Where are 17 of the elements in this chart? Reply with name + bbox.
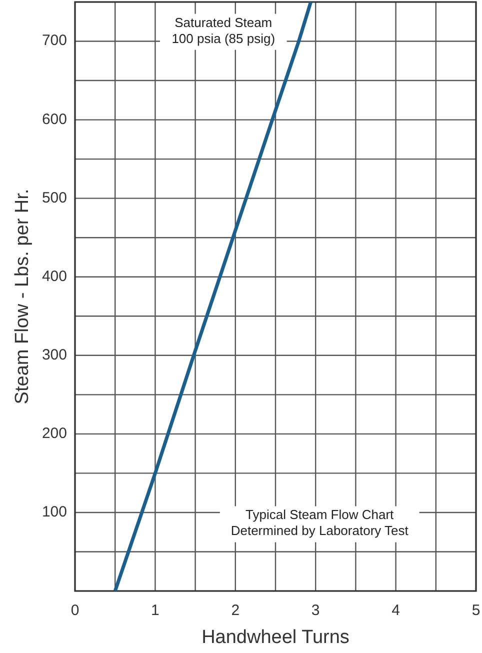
y-tick-label: 200 [42, 424, 67, 442]
x-tick-label: 3 [311, 602, 320, 619]
x-tick-label: 5 [472, 602, 480, 619]
y-tick-label: 400 [42, 268, 67, 285]
y-tick-label: 300 [42, 346, 67, 364]
y-tick-label: 100 [42, 503, 67, 520]
y-axis-title: Steam Flow - Lbs. per Hr. [12, 188, 33, 404]
x-tick-label: 1 [151, 602, 160, 619]
y-tick-label: 600 [42, 110, 67, 128]
x-axis-title: Handwheel Turns [202, 627, 350, 648]
x-tick-label: 2 [231, 602, 240, 619]
annotation: Typical Steam Flow Chart Determined by Laboratory Test [230, 508, 409, 539]
y-tick-label: 700 [42, 32, 67, 50]
annotation: Saturated Steam 100 psia (85 psig) [172, 15, 276, 46]
x-tick-label: 4 [392, 602, 400, 619]
y-tick-label: 500 [42, 189, 67, 206]
x-tick-label: 0 [70, 602, 80, 619]
